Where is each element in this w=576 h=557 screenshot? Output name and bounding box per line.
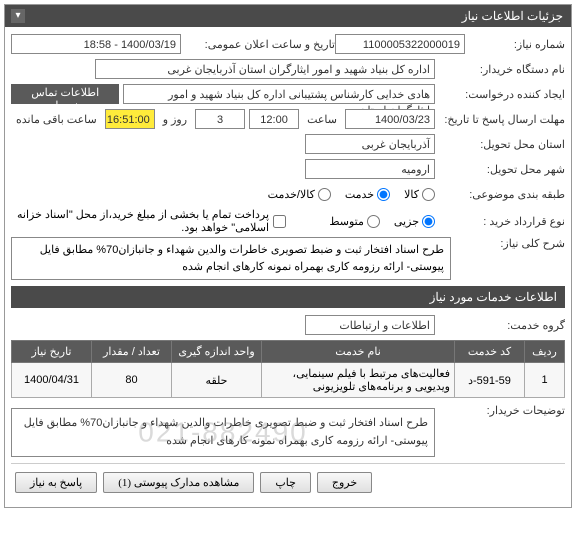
main-desc-label: شرح کلی نیاز: [451,237,565,250]
radio-partial-input[interactable] [422,215,435,228]
province-field: آذربایجان غربی [305,134,435,154]
format-radio-group: جزیی متوسط پرداخت تمام یا بخشی از مبلغ خ… [11,208,435,234]
cell-code: 591-59-د [455,363,525,398]
reply-button[interactable]: پاسخ به نیاز [15,472,97,493]
col-qty: تعداد / مقدار [92,341,172,363]
cell-date: 1400/04/31 [12,363,92,398]
buyer-note-text: طرح اسناد افتخار ثبت و ضبط تصویری خاطرات… [24,417,428,447]
buyer-note-label: توضیحات خریدار: [435,404,565,417]
remain-text: ساعت باقی مانده [12,113,101,126]
table-row: 1 591-59-د فعالیت‌های مرتبط با فیلم‌ سین… [12,363,565,398]
radio-service-input[interactable] [377,188,390,201]
radio-medium-input[interactable] [367,215,380,228]
payment-checkbox[interactable] [273,215,286,228]
creator-label: ایجاد کننده درخواست: [435,88,565,101]
cell-name: فعالیت‌های مرتبط با فیلم‌ سینمایی، ویدیو… [262,363,455,398]
days-sep: روز و [159,113,191,126]
table-header-row: ردیف کد خدمت نام خدمت واحد اندازه گیری ت… [12,341,565,363]
need-no-field: 1100005322000019 [335,34,465,54]
collapse-icon[interactable]: ▾ [11,9,25,23]
col-code: کد خدمت [455,341,525,363]
public-time-field: 1400/03/19 - 18:58 [11,34,181,54]
cell-qty: 80 [92,363,172,398]
org-label: نام دستگاه خریدار: [435,63,565,76]
main-desc-field: طرح اسناد افتخار ثبت و ضبط تصویری خاطرات… [11,237,451,280]
print-button[interactable]: چاپ [260,472,311,493]
radio-goods-label: کالا [404,188,419,201]
province-label: استان محل تحویل: [435,138,565,151]
days-field: 3 [195,109,245,129]
panel-header: جزئیات اطلاعات نیاز ▾ [5,5,571,27]
group-label: گروه خدمت: [435,319,565,332]
org-field: اداره کل بنیاد شهید و امور ایثارگران است… [95,59,435,79]
radio-service-label: خدمت [345,188,374,201]
class-radio-group: کالا خدمت کالا/خدمت [11,188,435,201]
radio-medium-label: متوسط [329,215,364,228]
radio-partial[interactable]: جزیی [394,215,435,228]
panel-body: شماره نیاز: 1100005322000019 تاریخ و ساع… [5,27,571,507]
payment-text: پرداخت تمام یا بخشی از مبلغ خرید،از محل … [11,208,269,234]
col-unit: واحد اندازه گیری [172,341,262,363]
radio-partial-label: جزیی [394,215,419,228]
deadline-hour: 12:00 [249,109,299,129]
deadline-label: مهلت ارسال پاسخ تا تاریخ: [435,113,565,126]
class-label: طبقه بندی موضوعی: [435,188,565,201]
col-name: نام خدمت [262,341,455,363]
radio-both-input[interactable] [318,188,331,201]
radio-goods-input[interactable] [422,188,435,201]
attachments-button[interactable]: مشاهده مدارک پیوستی (1) [103,472,254,493]
cell-unit: حلقه [172,363,262,398]
radio-medium[interactable]: متوسط [329,215,380,228]
services-table: ردیف کد خدمت نام خدمت واحد اندازه گیری ت… [11,340,565,398]
radio-both-label: کالا/خدمت [268,188,315,201]
format-label: نوع قرارداد خرید : [435,215,565,228]
cell-row: 1 [525,363,565,398]
buyer-note-field: طرح اسناد افتخار ثبت و ضبط تصویری خاطرات… [11,408,435,457]
details-panel: جزئیات اطلاعات نیاز ▾ شماره نیاز: 110000… [4,4,572,508]
city-field: ارومیه [305,159,435,179]
services-section-title: اطلاعات خدمات مورد نیاز [11,286,565,308]
radio-goods[interactable]: کالا [404,188,435,201]
remain-hour: 16:51:00 [105,109,155,129]
need-no-label: شماره نیاز: [465,38,565,51]
public-time-label: تاریخ و ساعت اعلان عمومی: [185,38,335,51]
group-field: اطلاعات و ارتباطات [305,315,435,335]
radio-both[interactable]: کالا/خدمت [268,188,331,201]
panel-title: جزئیات اطلاعات نیاز [462,9,563,23]
radio-service[interactable]: خدمت [345,188,390,201]
city-label: شهر محل تحویل: [435,163,565,176]
col-date: تاریخ نیاز [12,341,92,363]
exit-button[interactable]: خروج [317,472,372,493]
deadline-date: 1400/03/23 [345,109,435,129]
payment-checkbox-row[interactable]: پرداخت تمام یا بخشی از مبلغ خرید،از محل … [11,208,286,234]
hour-sep: ساعت [303,113,341,126]
col-row: ردیف [525,341,565,363]
footer-buttons: پاسخ به نیاز مشاهده مدارک پیوستی (1) چاپ… [11,463,565,501]
contact-button[interactable]: اطلاعات تماس خریدار [11,84,119,104]
creator-field: هادی خدایی کارشناس پشتیبانی اداره کل بنی… [123,84,435,104]
